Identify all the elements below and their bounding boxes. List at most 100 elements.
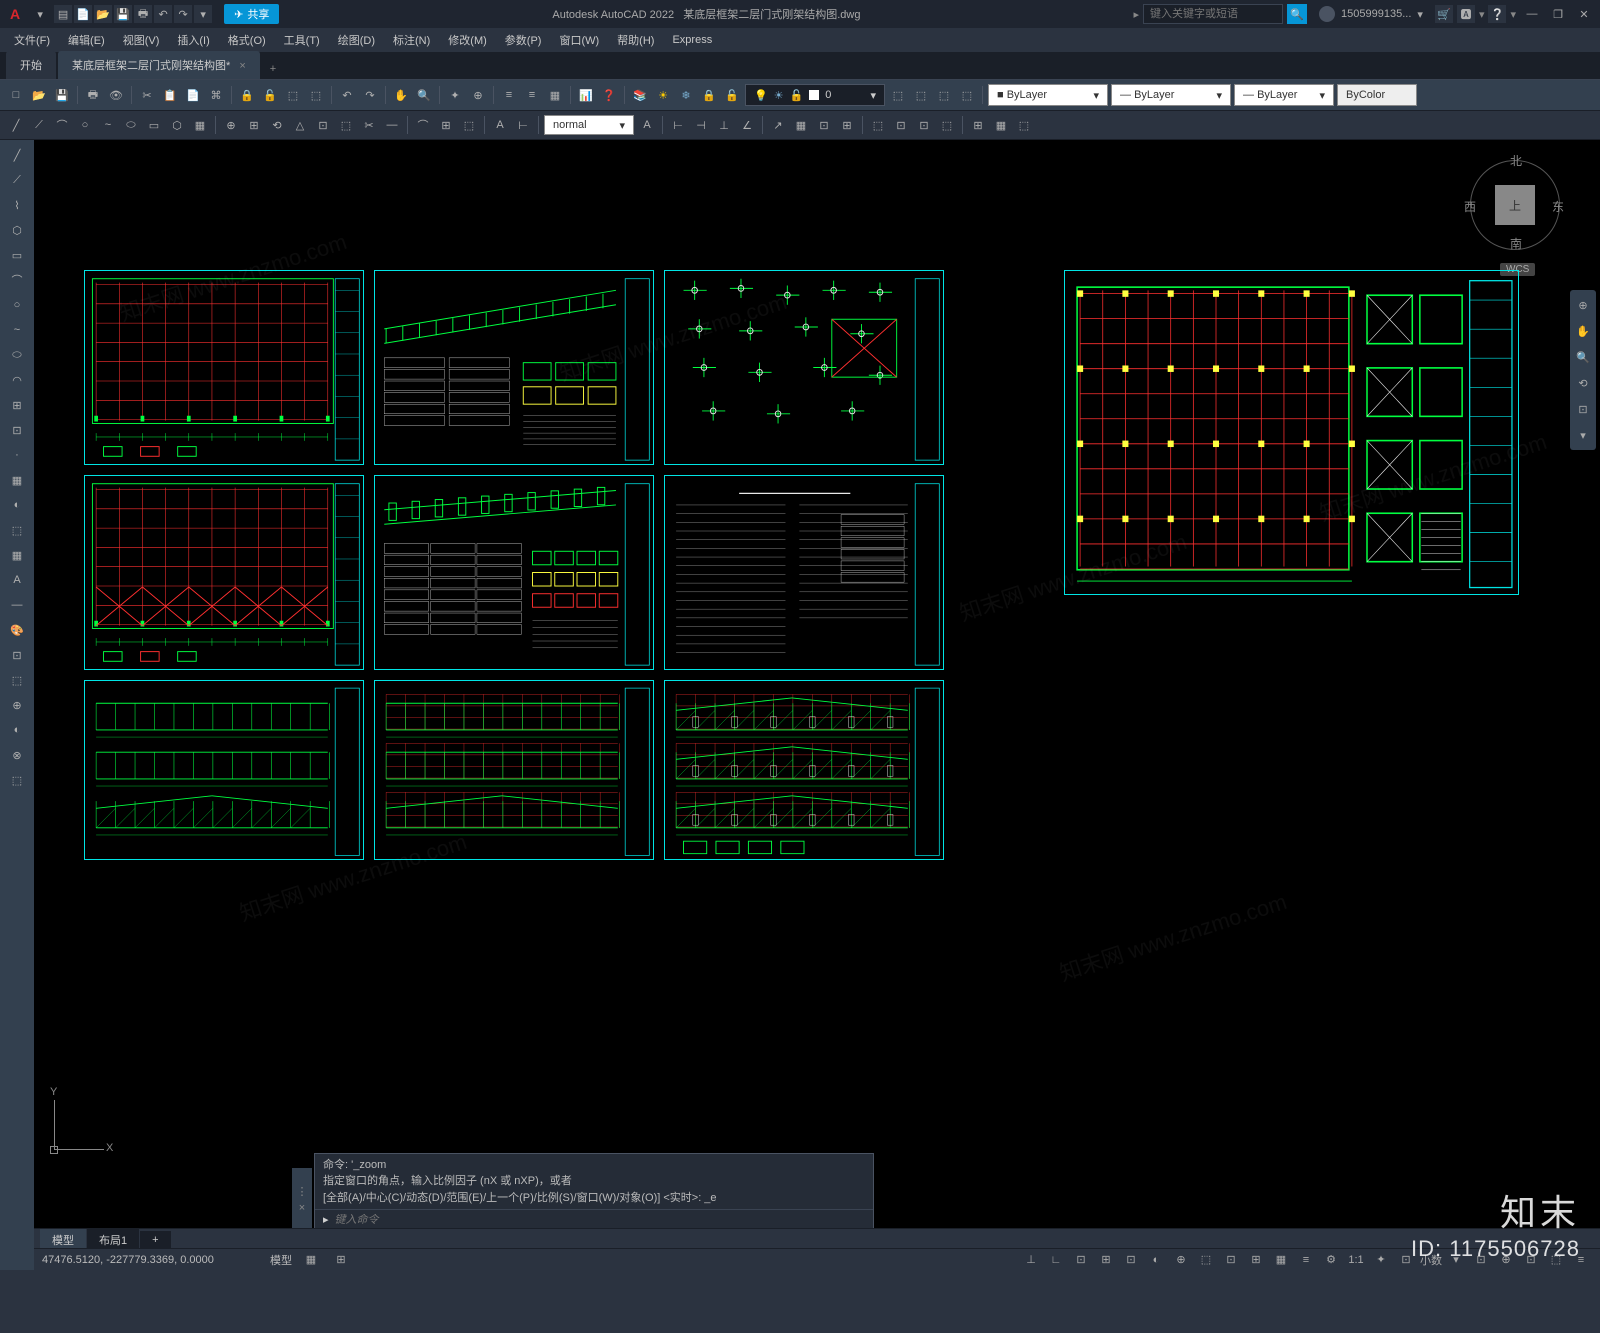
help-search-input[interactable] — [1143, 4, 1283, 24]
lt-ellipse-icon[interactable]: ⬭ — [6, 344, 28, 366]
qat-new-icon[interactable]: ▤ — [54, 5, 72, 23]
ellipse-icon[interactable]: ⬭ — [121, 115, 141, 135]
menu-insert[interactable]: 插入(I) — [169, 29, 217, 51]
lt-xline-icon[interactable]: ⟋ — [6, 169, 28, 191]
sb-grid-icon[interactable]: ▦ — [300, 1251, 322, 1269]
layer-freeze-icon[interactable]: ❄ — [676, 85, 696, 105]
tab-start[interactable]: 开始 — [6, 51, 56, 79]
linetype-dropdown[interactable]: — ByLayer▾ — [1111, 84, 1231, 106]
lt-m4-icon[interactable]: ◐ — [6, 719, 28, 741]
lt-region-icon[interactable]: ⬚ — [6, 519, 28, 541]
sb-btn-11[interactable]: ≡ — [1295, 1251, 1317, 1269]
undo-icon[interactable]: ↶ — [337, 85, 357, 105]
menu-tools[interactable]: 工具(T) — [276, 29, 328, 51]
array-icon[interactable]: ⊞ — [436, 115, 456, 135]
layer-lock-icon[interactable]: 🔒 — [699, 85, 719, 105]
rect-icon[interactable]: ▭ — [144, 115, 164, 135]
dim-icon[interactable]: ⊢ — [513, 115, 533, 135]
layer-btn2-icon[interactable]: ⬚ — [911, 85, 931, 105]
maximize-button[interactable]: ❐ — [1546, 4, 1570, 24]
menu-help[interactable]: 帮助(H) — [609, 29, 662, 51]
line-icon[interactable]: ╱ — [6, 115, 26, 135]
props-icon[interactable]: 📊 — [576, 85, 596, 105]
menu-format[interactable]: 格式(O) — [220, 29, 274, 51]
tool1-icon[interactable]: ✦ — [445, 85, 465, 105]
sb-model[interactable]: 模型 — [270, 1252, 292, 1268]
move-icon[interactable]: ⊕ — [221, 115, 241, 135]
rotate-icon[interactable]: ⟲ — [267, 115, 287, 135]
sb-btn-2[interactable]: ⊡ — [1070, 1251, 1092, 1269]
redo-icon[interactable]: ↷ — [360, 85, 380, 105]
textstyle-dropdown[interactable]: normal▾ — [544, 115, 634, 135]
menu-parametric[interactable]: 参数(P) — [497, 29, 550, 51]
qat-undo-icon[interactable]: ↶ — [154, 5, 172, 23]
sb-btn-14[interactable]: ✦ — [1370, 1251, 1392, 1269]
qat-save-icon[interactable]: 📂 — [94, 5, 112, 23]
plotstyle-dropdown[interactable]: ByColor — [1337, 84, 1417, 106]
cut-icon[interactable]: ✂ — [137, 85, 157, 105]
offset-icon[interactable]: ⬚ — [459, 115, 479, 135]
table-icon[interactable]: ▦ — [545, 85, 565, 105]
menu-window[interactable]: 窗口(W) — [551, 29, 607, 51]
app-menu-dropdown[interactable]: ▾ — [30, 4, 50, 24]
tool-a-icon[interactable]: ⊡ — [891, 115, 911, 135]
insert-icon[interactable]: ⊞ — [837, 115, 857, 135]
close-button[interactable]: ✕ — [1572, 4, 1596, 24]
copy2-icon[interactable]: ⊞ — [244, 115, 264, 135]
sb-btn-9[interactable]: ⊞ — [1245, 1251, 1267, 1269]
pan-icon[interactable]: ✋ — [391, 85, 411, 105]
lt-rect-icon[interactable]: ▭ — [6, 244, 28, 266]
nav-wheel-icon[interactable]: ⊕ — [1572, 294, 1594, 316]
hatch-icon[interactable]: ▦ — [190, 115, 210, 135]
dim1-icon[interactable]: ⊢ — [668, 115, 688, 135]
viewcube-north[interactable]: 北 — [1510, 152, 1522, 169]
tool-b-icon[interactable]: ⊡ — [914, 115, 934, 135]
tool-f-icon[interactable]: ⬚ — [1014, 115, 1034, 135]
qat-print-icon[interactable]: 🖶 — [134, 5, 152, 23]
tab-document[interactable]: 某底层框架二层门式刚架结构图* × — [58, 51, 260, 79]
sb-btn-1[interactable]: ∟ — [1045, 1251, 1067, 1269]
open-icon[interactable]: 📂 — [29, 85, 49, 105]
nav-show-icon[interactable]: ⊡ — [1572, 398, 1594, 420]
save-icon[interactable]: 💾 — [52, 85, 72, 105]
lt-color-icon[interactable]: 🎨 — [6, 619, 28, 641]
viewcube[interactable]: 上 北 南 东 西 WCS — [1460, 150, 1570, 280]
spline-icon[interactable]: ~ — [98, 115, 118, 135]
sb-btn-0[interactable]: ⊥ — [1020, 1251, 1042, 1269]
pline-icon[interactable]: ⟋ — [29, 115, 49, 135]
lt-m1-icon[interactable]: ⊡ — [6, 644, 28, 666]
nav-zoom-icon[interactable]: 🔍 — [1572, 346, 1594, 368]
lt-gradient-icon[interactable]: ◐ — [6, 494, 28, 516]
sb-btn-5[interactable]: ◐ — [1145, 1251, 1167, 1269]
lineweight-dropdown[interactable]: — ByLayer▾ — [1234, 84, 1334, 106]
minimize-button[interactable]: — — [1520, 4, 1544, 24]
extend-icon[interactable]: — — [382, 115, 402, 135]
menu-edit[interactable]: 编辑(E) — [60, 29, 113, 51]
fillet-icon[interactable]: ⌒ — [413, 115, 433, 135]
layer-sun-icon[interactable]: ☀ — [653, 85, 673, 105]
lt-m2-icon[interactable]: ⬚ — [6, 669, 28, 691]
arc-icon[interactable]: ⌒ — [52, 115, 72, 135]
lt-spline-icon[interactable]: ~ — [6, 319, 28, 341]
block2-icon[interactable]: ⬚ — [306, 85, 326, 105]
help2-icon[interactable]: ❓ — [599, 85, 619, 105]
tool-c-icon[interactable]: ⬚ — [937, 115, 957, 135]
nav-orbit-icon[interactable]: ⟲ — [1572, 372, 1594, 394]
text-icon[interactable]: A — [490, 115, 510, 135]
lock-icon[interactable]: 🔒 — [237, 85, 257, 105]
qat-saveas-icon[interactable]: 💾 — [114, 5, 132, 23]
dim4-icon[interactable]: ∠ — [737, 115, 757, 135]
tool-e-icon[interactable]: ▦ — [991, 115, 1011, 135]
layer-dropdown[interactable]: 💡☀🔓 0 ▾ — [745, 84, 885, 106]
lt-point-icon[interactable]: · — [6, 444, 28, 466]
share-button[interactable]: ✈共享 — [224, 4, 279, 24]
cmd-handle[interactable]: ⋮× — [292, 1168, 312, 1230]
lt-m3-icon[interactable]: ⊕ — [6, 694, 28, 716]
lt-polygon-icon[interactable]: ⬡ — [6, 219, 28, 241]
print-icon[interactable]: 🖶 — [83, 85, 103, 105]
menu-draw[interactable]: 绘图(D) — [330, 29, 383, 51]
app-switch-icon[interactable]: 🅰 — [1457, 5, 1475, 23]
menu-view[interactable]: 视图(V) — [115, 29, 168, 51]
menu-file[interactable]: 文件(F) — [6, 29, 58, 51]
stretch-icon[interactable]: ⬚ — [336, 115, 356, 135]
